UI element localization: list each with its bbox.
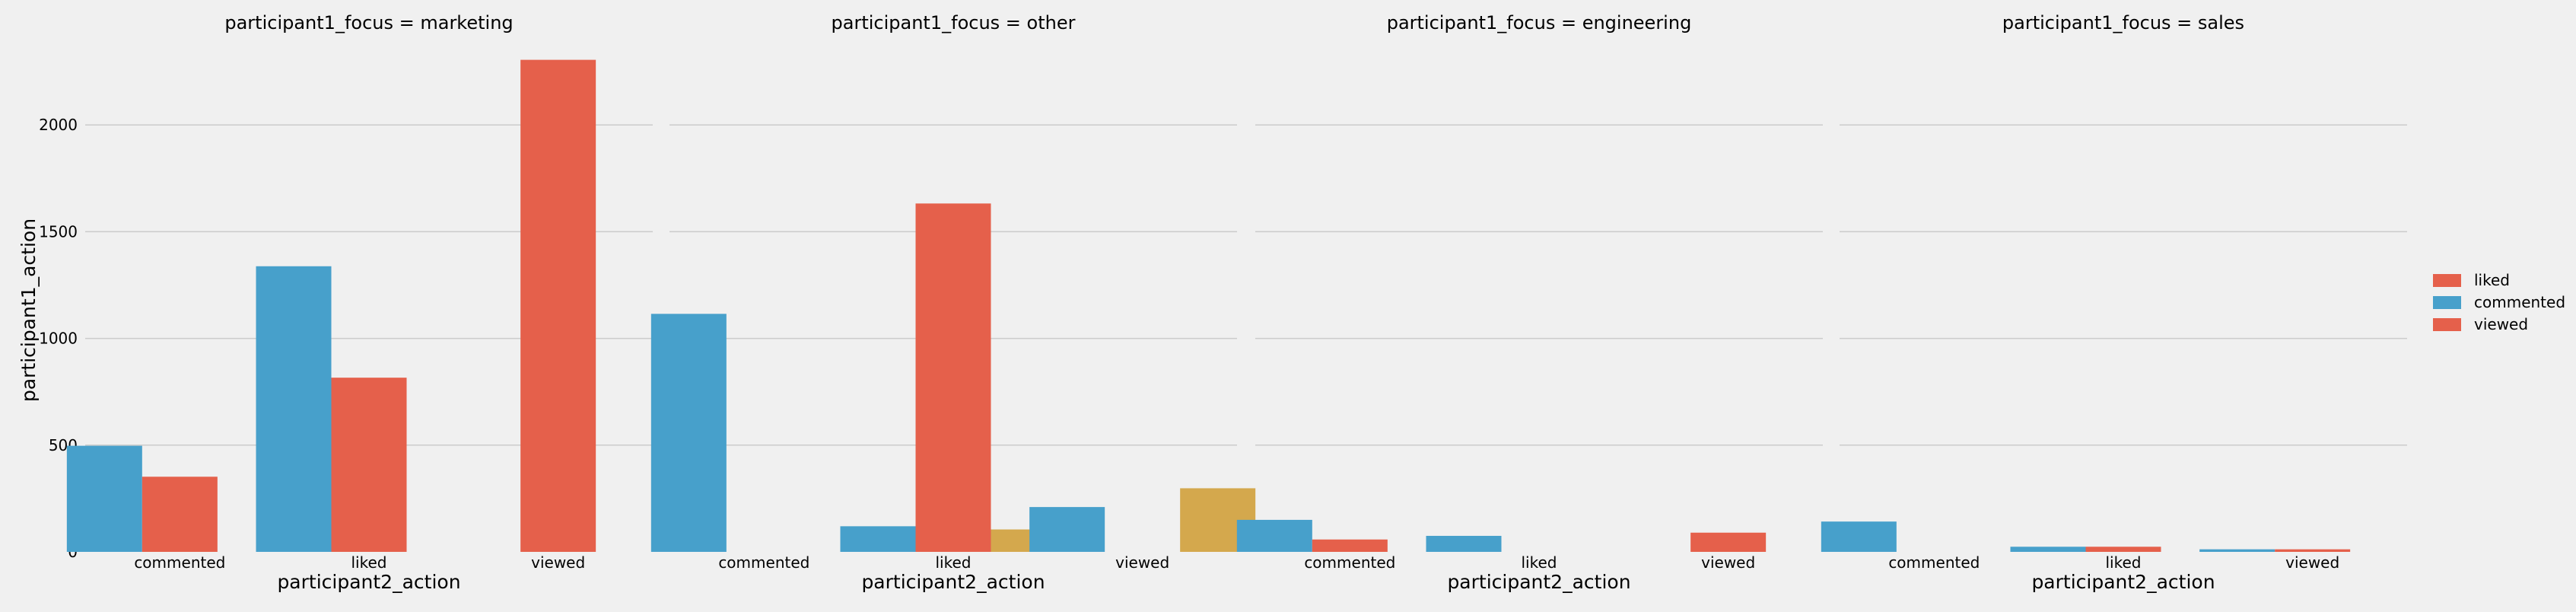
legend-label-2: viewed [2474,315,2528,333]
bar-f0-c2-s1 [520,59,596,552]
x-tick-label-f3-1: liked [2106,553,2142,572]
x-axis-label-2: participant2_action [1447,571,1630,593]
x-axis-label-1: participant2_action [861,571,1045,593]
x-tick-label-f0-2: viewed [531,553,585,572]
bar-f0-c1-s1 [331,378,407,552]
x-tick-label-f3-2: viewed [2285,553,2339,572]
x-tick-label-f0-0: commented [134,553,225,572]
bar-f2-c1-s0 [1426,535,1502,552]
bar-f3-c1-s1 [2085,547,2161,552]
legend-swatch-1 [2433,296,2461,309]
x-tick-label-f2-0: commented [1304,553,1395,572]
x-tick-label-f1-0: commented [718,553,809,572]
facet-title-3: participant1_focus = sales [2002,12,2244,33]
legend-swatch-0 [2433,274,2461,287]
x-tick-label-f2-1: liked [1522,553,1557,572]
bar-f2-c0-s1 [1312,539,1388,552]
facet-title-0: participant1_focus = marketing [224,12,513,33]
x-axis-label-0: participant2_action [277,571,460,593]
bar-f2-c0-s0 [1236,519,1312,552]
x-tick-label-f1-1: liked [936,553,972,572]
legend-label-0: liked [2474,271,2510,289]
bar-f1-c1-s1 [915,203,991,552]
y-tick-label-2: 1000 [39,330,78,348]
bar-f1-c1-s0 [840,526,916,552]
x-tick-label-f0-1: liked [351,553,387,572]
y-tick-label-4: 2000 [39,116,78,134]
bar-f3-c1-s0 [2010,547,2086,552]
legend-label-1: commented [2474,293,2565,311]
x-tick-label-f2-2: viewed [1701,553,1755,572]
bar-f1-c2-s0 [1029,507,1105,552]
facet-title-1: participant1_focus = other [832,12,1076,33]
y-tick-label-3: 1500 [39,222,78,241]
bar-f0-c0-s1 [142,477,218,552]
y-axis-label: participant1_action [17,218,40,402]
facet-title-2: participant1_focus = engineering [1387,12,1692,33]
bar-f3-c2-s1 [2275,549,2351,552]
bar-f3-c2-s0 [2199,549,2275,552]
legend-swatch-2 [2433,318,2461,331]
bar-f0-c1-s0 [256,266,332,552]
bar-f1-c0-s0 [650,314,727,552]
x-tick-label-f1-2: viewed [1115,553,1169,572]
x-tick-label-f3-0: commented [1888,553,1980,572]
bar-f0-c0-s0 [66,445,142,552]
bar-f3-c0-s0 [1821,521,1897,552]
x-axis-label-3: participant2_action [2031,571,2215,593]
bar-f2-c2-s1 [1690,532,1767,552]
